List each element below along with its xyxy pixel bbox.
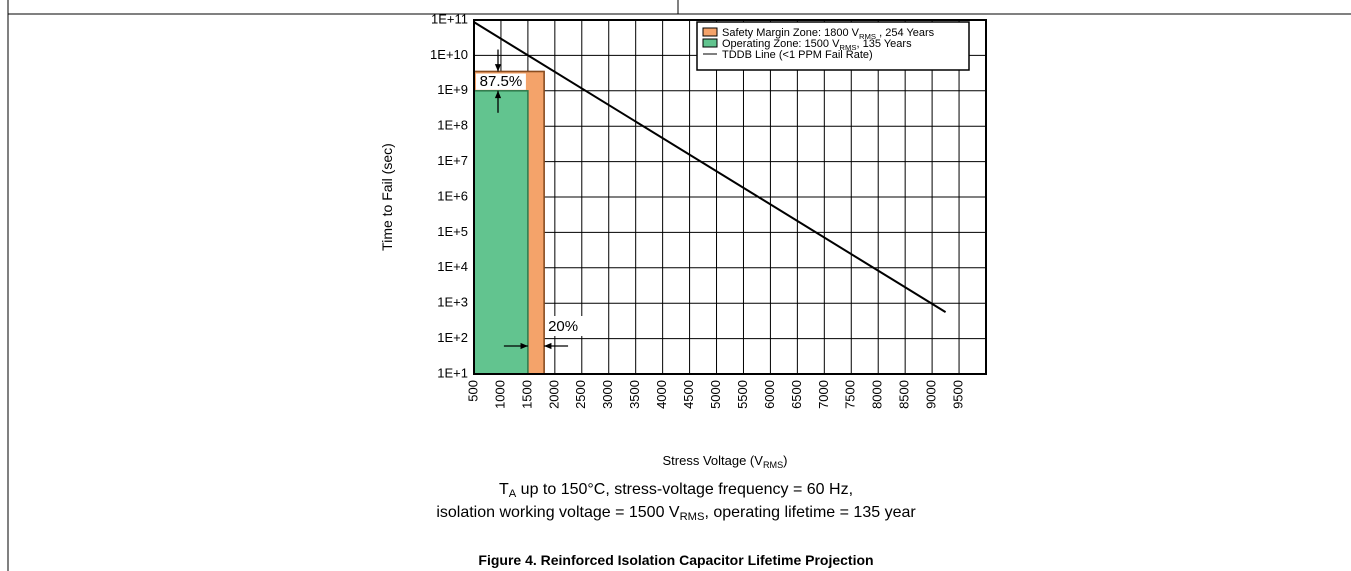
text-part: , 135 Years: [857, 38, 913, 50]
y-tick-label: 1E+9: [437, 82, 468, 97]
arrow-head: [494, 64, 502, 72]
y-axis-label: Time to Fail (sec): [379, 143, 395, 251]
text-part: up to 150°C, stress-voltage frequency = …: [516, 481, 853, 498]
arrow-head: [520, 342, 528, 350]
text-part: , operating lifetime = 135 year: [704, 504, 916, 521]
x-tick-label: 4000: [654, 380, 669, 409]
x-tick-label: 500: [465, 380, 480, 402]
y-tick-label: 1E+2: [437, 330, 468, 345]
x-tick-label: 6000: [762, 380, 777, 409]
y-tick-label: 1E+8: [437, 118, 468, 133]
legend-label: TDDB Line (<1 PPM Fail Rate): [722, 49, 873, 61]
x-tick-label: 1500: [519, 380, 534, 409]
text-part: T: [499, 481, 509, 498]
text-part: Safety Margin Zone: 1800 V: [722, 27, 860, 39]
caption: isolation working voltage = 1500 VRMS, o…: [436, 504, 916, 523]
y-tick-label: 1E+7: [437, 153, 468, 168]
subscript: RMS: [763, 460, 783, 470]
y-tick-label: 1E+3: [437, 295, 468, 310]
arrow-head: [494, 90, 502, 99]
x-tick-label: 8500: [897, 380, 912, 409]
x-tick-label: 5000: [708, 380, 723, 409]
plot-frame: [473, 19, 987, 375]
x-tick-label: 5500: [735, 380, 750, 409]
x-tick-label: 9000: [924, 380, 939, 409]
annotation: 20%: [548, 318, 578, 335]
x-tick-label: 7500: [843, 380, 858, 409]
chart: 500 1000 1500 2000 2500 3000 3500 4000 4500 5000 5…: [430, 11, 987, 409]
caption: TA up to 150°C, stress-voltage frequency…: [499, 481, 853, 500]
x-tick-label: 2000: [546, 380, 561, 409]
y-tick-label: 1E+11: [431, 11, 468, 26]
y-tick-label: 1E+10: [430, 47, 468, 62]
x-tick-label: 6500: [789, 380, 804, 409]
legend-swatch: [702, 27, 718, 37]
subscript: RMS: [680, 511, 705, 523]
x-tick-label: 4500: [681, 380, 696, 409]
label-bg: [546, 316, 587, 336]
text-part: isolation working voltage = 1500 V: [436, 504, 680, 521]
text-part: ): [783, 453, 787, 468]
y-tick-label: 1E+1: [437, 365, 468, 380]
subscript: RMS: [859, 32, 876, 41]
tddb-line: [473, 21, 947, 313]
x-tick-label: 3000: [600, 380, 615, 409]
subscript: A: [509, 488, 517, 500]
x-tick-label: 1000: [492, 380, 507, 409]
label-bg: [476, 73, 526, 90]
x-tick-label: 3500: [627, 380, 642, 409]
text-part: Operating Zone: 1500 V: [722, 38, 840, 50]
y-tick-label: 1E+4: [437, 259, 468, 274]
annotation: 87.5%: [480, 73, 523, 90]
text-part: , 254 Years: [876, 27, 935, 39]
x-tick-label: 2500: [573, 380, 588, 409]
x-tick-label: 8000: [870, 380, 885, 409]
legend-box: [696, 21, 970, 71]
y-tick-label: 1E+5: [437, 224, 468, 239]
legend-label: Operating Zone: 1500 VRMS, 135 Years: [722, 38, 912, 52]
x-tick-label: 9500: [950, 380, 965, 409]
figure-title: Figure 4. Reinforced Isolation Capacitor…: [478, 552, 873, 568]
legend-swatch: [702, 38, 718, 48]
arrow-head: [544, 342, 552, 350]
y-tick-label: 1E+6: [437, 188, 468, 203]
zone: [473, 90, 529, 375]
x-tick-label: 7000: [816, 380, 831, 409]
legend-label: Safety Margin Zone: 1800 VRMS , 254 Year…: [722, 27, 935, 41]
x-axis-label: Stress Voltage (VRMS): [662, 453, 787, 470]
subscript: RMS: [839, 43, 856, 52]
text-part: Stress Voltage (V: [662, 453, 763, 468]
